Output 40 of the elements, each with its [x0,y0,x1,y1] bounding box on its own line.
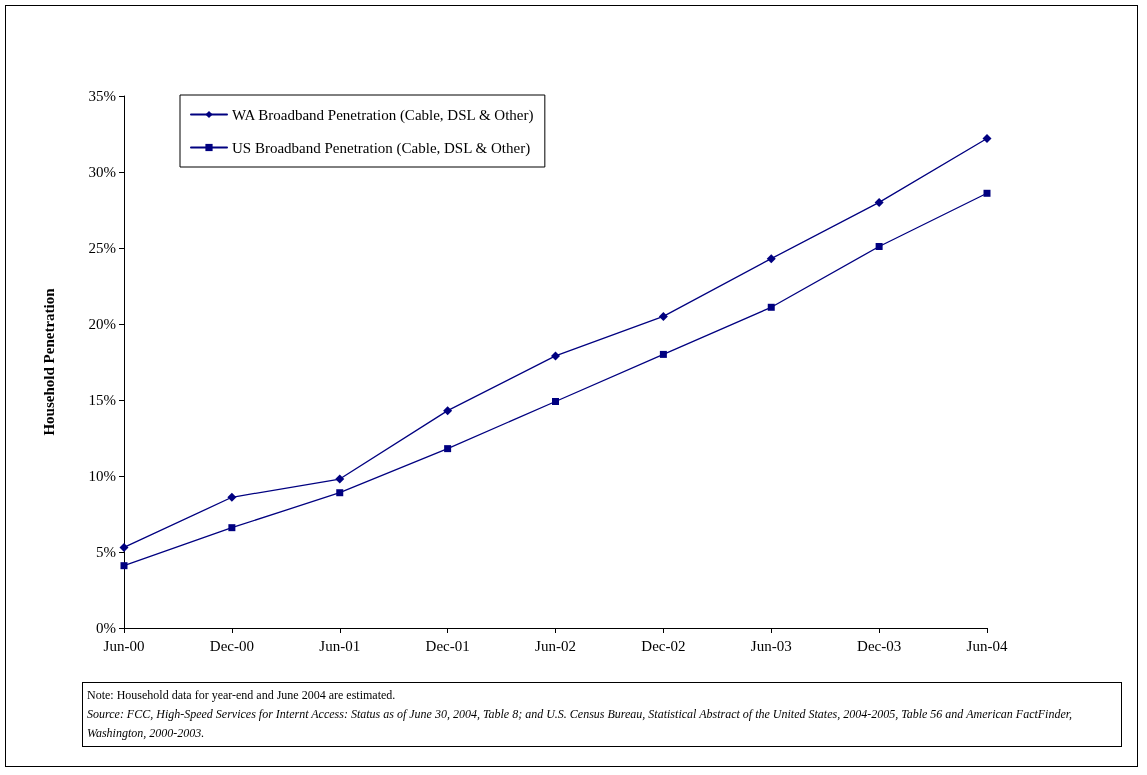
x-tick-label: Jun-01 [319,637,361,654]
point [982,134,992,144]
point [767,303,775,311]
point [228,524,236,532]
y-tick-label: 10% [88,468,116,484]
y-tick-label: 15% [88,392,116,408]
x-tick-label: Jun-03 [750,637,792,654]
point [658,311,668,321]
point [552,398,559,406]
point [335,474,345,484]
text: Note: Household data for year-end and June 2004 are estimated. [87,687,397,704]
point [874,197,884,207]
y-tick-label: 5% [96,544,116,560]
source-note: Source: FCC, High-Speed Services for Internt Access: Status as of June 30, 2004, Table 8; and U.S. Census Bureau, Statistical Abstract of the United States, 2004-2005, Table 56 and American FactFinder, Washington, 2000-2003. [87,706,1074,742]
point [444,445,452,453]
point [336,489,344,497]
y-axis-title: Household Penetration [40,287,57,436]
y-tick-label: 0% [96,620,116,636]
point [983,189,991,197]
y-tick-label: 35% [88,88,116,104]
x-tick-label: Dec-02 [641,637,686,654]
x-tick-label: Dec-01 [425,637,470,654]
point [875,242,883,250]
x-tick-label: Jun-02 [535,637,576,654]
point [766,254,776,264]
point [551,351,560,361]
legend-label: US Broadband Penetration (Cable, DSL & Other) [232,139,531,157]
x-tick-label: Dec-03 [857,637,902,654]
x-tick-label: Dec-00 [209,637,254,654]
x-tick-label: Jun-04 [966,637,1008,654]
point [119,542,129,552]
y-tick-label: 20% [88,316,116,332]
point [227,492,237,502]
point [443,406,453,416]
point [120,562,128,570]
y-tick-label: 30% [88,164,116,180]
x-tick-label: Jun-00 [103,637,145,654]
point [659,350,667,358]
legend-label: WA Broadband Penetration (Cable, DSL & Other) [232,106,534,124]
y-tick-label: 25% [88,240,116,256]
